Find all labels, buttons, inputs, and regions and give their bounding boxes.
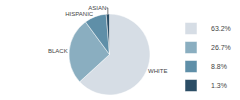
- svg-text:1.3%: 1.3%: [211, 82, 227, 89]
- svg-text:WHITE: WHITE: [148, 68, 167, 74]
- svg-text:63.2%: 63.2%: [211, 25, 231, 32]
- svg-text:BLACK: BLACK: [48, 48, 68, 54]
- svg-text:ASIAN: ASIAN: [88, 5, 106, 11]
- svg-text:HISPANIC: HISPANIC: [65, 11, 94, 17]
- svg-text:26.7%: 26.7%: [211, 44, 231, 51]
- svg-text:8.8%: 8.8%: [211, 63, 227, 70]
